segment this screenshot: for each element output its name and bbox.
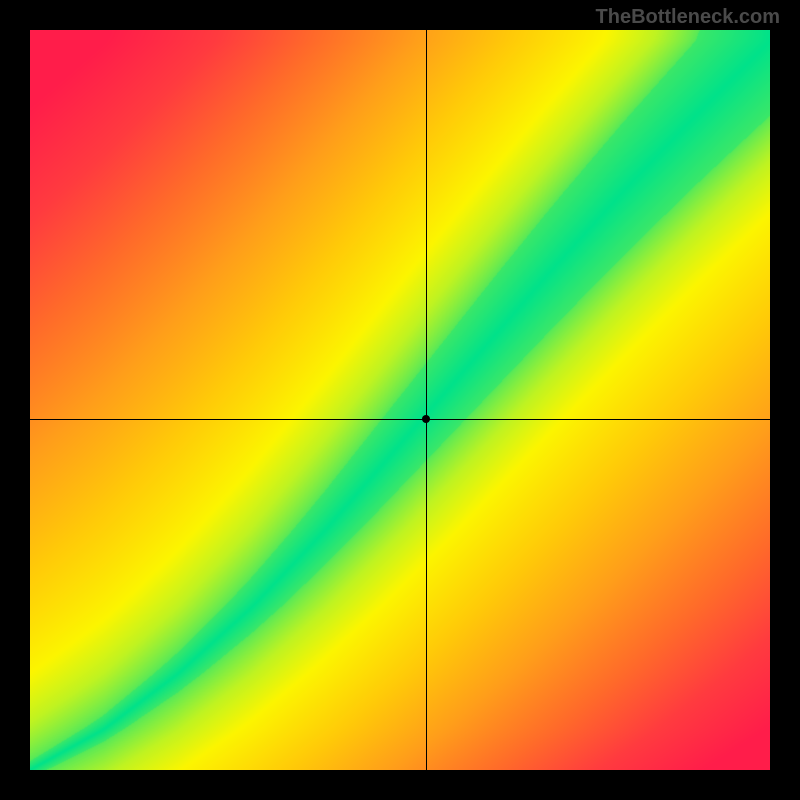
watermark-text: TheBottleneck.com: [596, 6, 780, 29]
crosshair-horizontal: [30, 419, 770, 420]
marker-dot: [422, 415, 430, 423]
plot-area: [30, 30, 770, 770]
crosshair-vertical: [426, 30, 427, 770]
heatmap-canvas: [30, 30, 770, 770]
